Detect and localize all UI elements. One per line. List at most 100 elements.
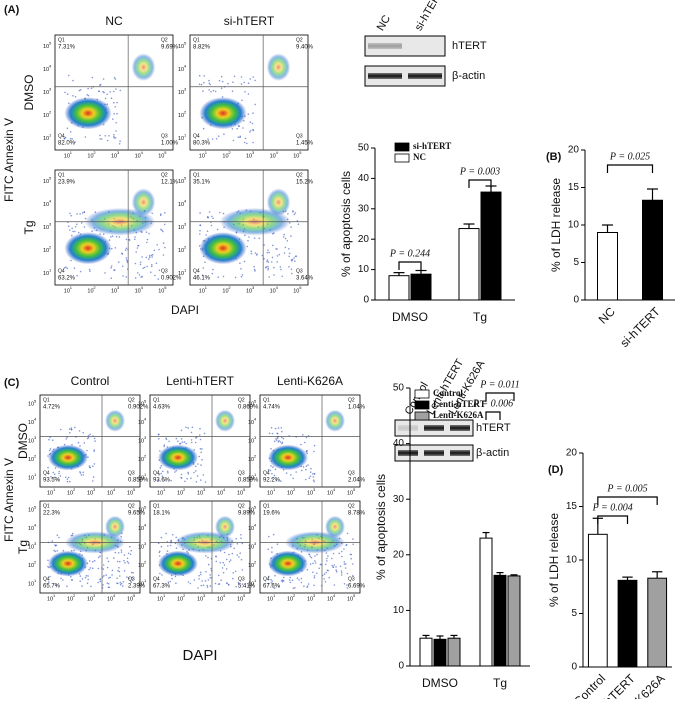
event-dot xyxy=(163,445,165,448)
bar xyxy=(410,273,432,301)
event-dot xyxy=(92,476,95,478)
x-tick-base: 10 xyxy=(267,596,273,602)
event-dot xyxy=(131,579,134,581)
quadrant-name: Q4 xyxy=(263,576,270,582)
event-dot xyxy=(271,477,273,480)
event-dot xyxy=(93,450,95,452)
y-tick-exp: 2 xyxy=(34,559,37,564)
event-dot xyxy=(222,571,225,574)
y-tick-base: 10 xyxy=(43,248,49,254)
event-dot xyxy=(78,430,81,432)
event-dot xyxy=(282,236,285,238)
event-dot xyxy=(235,586,237,588)
event-dot xyxy=(163,444,166,446)
event-dot xyxy=(80,222,83,224)
event-dot xyxy=(103,575,105,577)
event-dot xyxy=(267,261,270,263)
y-tick-base: 10 xyxy=(43,44,49,50)
x-tick-base: 10 xyxy=(158,288,164,294)
event-dot xyxy=(202,90,204,92)
event-dot xyxy=(215,138,218,140)
event-dot xyxy=(281,436,283,439)
x-tick-base: 10 xyxy=(135,288,141,294)
event-dot xyxy=(227,82,229,85)
event-dot xyxy=(201,448,203,450)
event-dot xyxy=(125,238,128,241)
event-dot xyxy=(175,536,177,539)
event-dot xyxy=(81,585,83,587)
event-dot xyxy=(114,247,117,249)
event-dot xyxy=(290,226,292,228)
y-axis-title: % of LDH release xyxy=(549,178,563,272)
density-cloud xyxy=(64,232,112,265)
event-dot xyxy=(79,213,81,215)
event-dot xyxy=(206,584,208,587)
event-dot xyxy=(92,480,94,482)
y-tick-exp: 5 xyxy=(144,504,147,509)
x-tick-base: 10 xyxy=(87,288,93,294)
event-dot xyxy=(63,267,66,269)
event-dot xyxy=(302,466,305,468)
quadrant-percent: 80.3% xyxy=(193,141,211,147)
y-tick-exp: 2 xyxy=(144,559,147,564)
event-dot xyxy=(118,570,121,573)
event-dot xyxy=(225,558,228,561)
x-tick-base: 10 xyxy=(135,153,141,159)
event-dot xyxy=(113,133,115,136)
event-dot xyxy=(82,474,85,476)
row-title: Tg xyxy=(16,540,30,554)
panel-label: (B) xyxy=(546,151,562,163)
event-dot xyxy=(58,536,60,539)
event-dot xyxy=(148,232,150,235)
event-dot xyxy=(290,235,292,237)
event-dot xyxy=(254,252,257,254)
event-dot xyxy=(268,575,270,578)
event-dot xyxy=(298,579,300,581)
x-tick-base: 10 xyxy=(267,490,273,496)
event-dot xyxy=(200,464,202,466)
event-dot xyxy=(69,131,72,133)
event-dot xyxy=(79,270,82,273)
x-tick-base: 10 xyxy=(67,490,73,496)
x-tick-base: 10 xyxy=(327,596,333,602)
event-dot xyxy=(66,585,68,587)
event-dot xyxy=(281,580,284,583)
event-dot xyxy=(70,259,72,262)
event-dot xyxy=(211,272,214,275)
quadrant-percent: 2.04% xyxy=(348,478,366,484)
event-dot xyxy=(71,227,73,230)
y-tick-exp: 2 xyxy=(34,453,37,458)
event-dot xyxy=(102,90,104,93)
plot-frame xyxy=(259,394,361,488)
event-dot xyxy=(102,564,105,566)
y-tick-exp: 5 xyxy=(34,504,37,509)
event-dot xyxy=(51,540,54,542)
density-cloud xyxy=(266,188,291,216)
y-tick-exp: 1 xyxy=(184,268,187,273)
event-dot xyxy=(71,579,74,581)
event-dot xyxy=(103,91,105,94)
event-dot xyxy=(155,262,158,265)
event-dot xyxy=(60,577,62,580)
event-dot xyxy=(283,233,286,236)
event-dot xyxy=(288,266,290,268)
event-dot xyxy=(186,477,188,480)
event-dot xyxy=(82,471,84,474)
x-tick-base: 10 xyxy=(307,596,313,602)
event-dot xyxy=(111,569,114,572)
event-dot xyxy=(64,476,67,479)
event-dot xyxy=(199,229,201,232)
event-dot xyxy=(244,91,246,93)
quadrant-percent: 67.6% xyxy=(263,584,281,590)
event-dot xyxy=(170,539,172,542)
event-dot xyxy=(166,470,169,473)
y-tick-base: 10 xyxy=(178,67,184,73)
p-value: P = 0.004 xyxy=(592,502,633,513)
y-tick-base: 10 xyxy=(178,202,184,208)
event-dot xyxy=(72,230,74,233)
x-tick-exp: 5 xyxy=(164,285,167,290)
y-tick-exp: 2 xyxy=(144,453,147,458)
event-dot xyxy=(293,257,295,259)
event-dot xyxy=(145,231,148,233)
event-dot xyxy=(181,441,184,443)
